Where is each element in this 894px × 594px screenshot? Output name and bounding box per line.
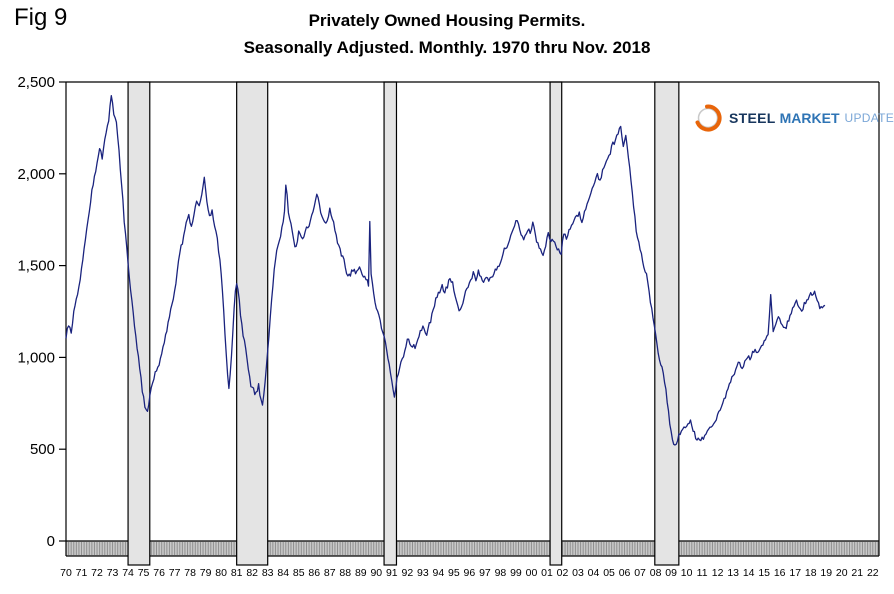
smu-logo-icon [695, 104, 722, 132]
recession-band [654, 81, 680, 566]
x-axis-label: 72 [91, 567, 103, 579]
x-axis-label: 83 [262, 567, 274, 579]
x-axis-label: 04 [588, 567, 600, 579]
x-axis-label: 84 [277, 567, 289, 579]
x-axis-label: 19 [820, 567, 832, 579]
x-axis-label: 97 [479, 567, 491, 579]
x-axis-label: 91 [386, 567, 398, 579]
fig-label: Fig 9 [14, 4, 68, 31]
logo-word-market: MARKET [779, 110, 840, 126]
series-line [65, 95, 826, 446]
x-axis-label: 14 [743, 567, 755, 579]
x-axis-label: 16 [774, 567, 786, 579]
x-axis-label: 90 [370, 567, 382, 579]
x-axis-label: 79 [200, 567, 212, 579]
smu-logo-arc [695, 104, 722, 132]
x-axis-label: 76 [153, 567, 165, 579]
x-axis-label: 82 [246, 567, 258, 579]
logo-word-steel: STEEL [729, 110, 776, 126]
x-axis-label: 80 [215, 567, 227, 579]
x-axis-label: 73 [107, 567, 119, 579]
x-axis-label: 85 [293, 567, 305, 579]
x-axis-label: 93 [417, 567, 429, 579]
smu-logo: STEEL MARKET UPDATE [693, 103, 894, 133]
x-axis-label: 13 [727, 567, 739, 579]
x-axis-label: 74 [122, 567, 134, 579]
y-axis-label: 0 [47, 533, 55, 550]
x-axis-label: 78 [184, 567, 196, 579]
logo-word-update: UPDATE [844, 111, 894, 125]
x-axis-label: 06 [619, 567, 631, 579]
recession-band [549, 81, 563, 566]
x-axis-label: 99 [510, 567, 522, 579]
y-axis-label: 500 [30, 441, 55, 458]
x-axis-label: 88 [339, 567, 351, 579]
x-axis-label: 00 [526, 567, 538, 579]
x-axis-label: 09 [665, 567, 677, 579]
y-axis-label: 2,500 [17, 74, 55, 91]
chart-title: Privately Owned Housing Permits. Seasona… [0, 7, 894, 61]
x-axis-label: 03 [572, 567, 584, 579]
x-axis-label: 75 [138, 567, 150, 579]
x-axis-label: 17 [789, 567, 801, 579]
x-axis-label: 21 [851, 567, 863, 579]
x-axis-label: 01 [541, 567, 553, 579]
x-axis-label: 15 [758, 567, 770, 579]
x-axis-label: 87 [324, 567, 336, 579]
x-axis-label: 89 [355, 567, 367, 579]
x-axis-label: 20 [836, 567, 848, 579]
x-axis-label: 18 [805, 567, 817, 579]
x-axis-label: 71 [76, 567, 88, 579]
y-axis-label: 1,000 [17, 349, 55, 366]
x-axis-label: 12 [712, 567, 724, 579]
x-axis-label: 98 [495, 567, 507, 579]
x-axis-label: 94 [433, 567, 445, 579]
y-axis-label: 1,500 [17, 258, 55, 275]
x-axis-label: 11 [697, 567, 708, 579]
chart-title-line1: Privately Owned Housing Permits. [308, 11, 586, 30]
recession-band [127, 81, 151, 566]
x-axis-label: 81 [231, 567, 243, 579]
y-axis-label: 2,000 [17, 166, 55, 183]
x-axis-label: 95 [448, 567, 460, 579]
x-axis-label: 08 [650, 567, 662, 579]
recession-band [383, 81, 398, 566]
x-axis-label: 05 [603, 567, 615, 579]
x-axis-label: 22 [867, 567, 879, 579]
x-axis-label: 77 [169, 567, 181, 579]
x-axis-label: 02 [557, 567, 569, 579]
x-axis-label: 86 [308, 567, 320, 579]
chart-title-line2: Seasonally Adjusted. Monthly. 1970 thru … [243, 38, 651, 57]
x-axis-label: 10 [681, 567, 693, 579]
x-axis-label: 07 [634, 567, 646, 579]
x-axis-label: 92 [401, 567, 413, 579]
x-axis-label: 70 [60, 567, 72, 579]
x-axis-label: 96 [464, 567, 476, 579]
